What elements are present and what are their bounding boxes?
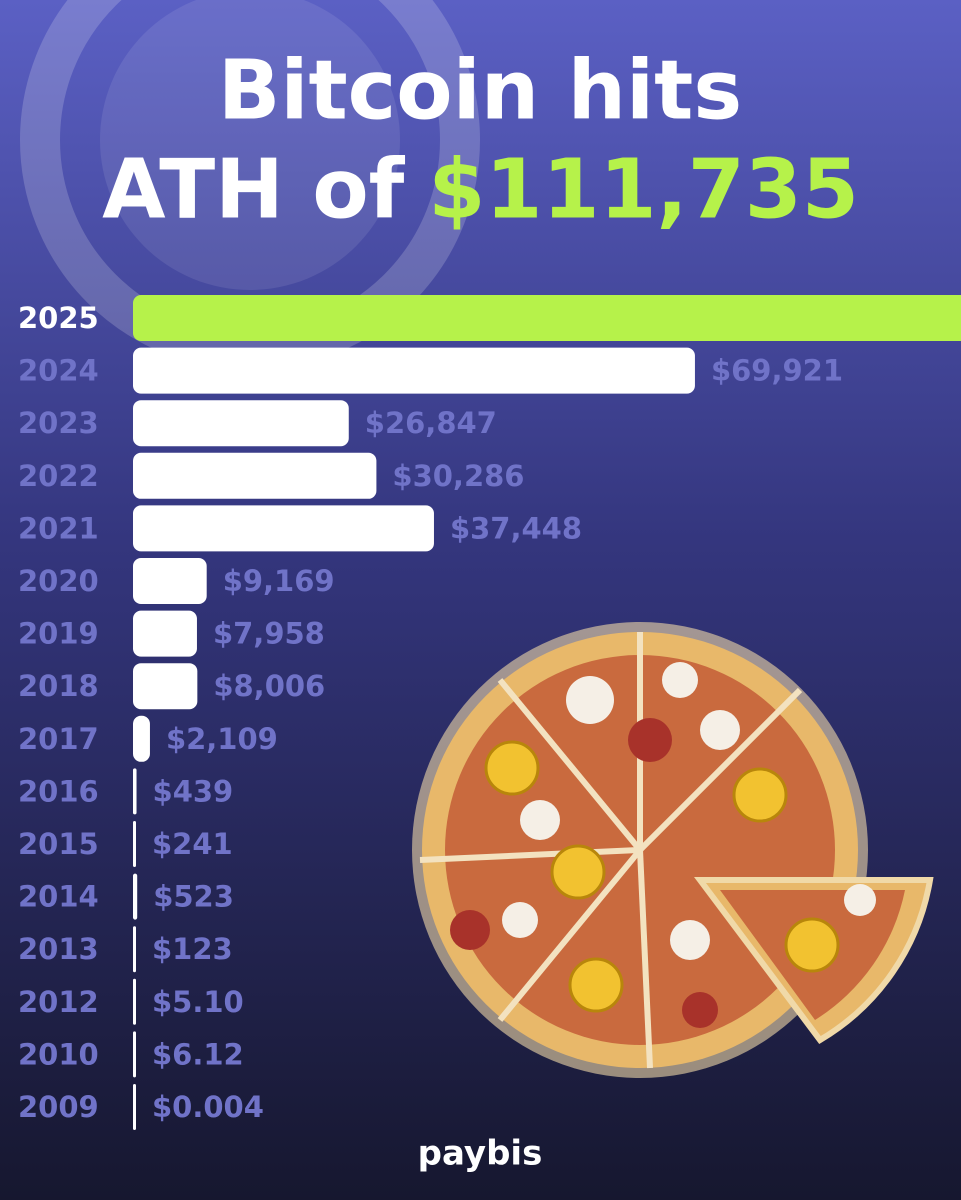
y-tick-label: 2012: [18, 985, 99, 1019]
value-label: $37,448: [450, 511, 582, 545]
y-tick-label: 2023: [18, 406, 99, 440]
y-tick-label: 2018: [18, 669, 99, 703]
y-tick-label: 2025: [18, 301, 99, 335]
value-label: $439: [153, 774, 234, 808]
value-label: $6.12: [152, 1037, 244, 1071]
bar: [133, 821, 136, 867]
bar: [133, 610, 197, 657]
bar: [133, 873, 138, 920]
pizza: [412, 622, 934, 1078]
bar: [133, 768, 137, 815]
y-tick-label: 2017: [18, 722, 99, 756]
brand: paybis: [418, 1134, 543, 1174]
y-tick-label: 2014: [18, 880, 99, 914]
value-label: $5.10: [152, 985, 244, 1019]
value-label: $69,921: [711, 354, 843, 388]
bar: [133, 505, 434, 552]
value-label: $9,169: [223, 564, 335, 598]
y-tick-label: 2020: [18, 564, 99, 598]
bar: [133, 926, 136, 973]
y-tick-label: 2021: [18, 511, 99, 545]
bar: [133, 558, 207, 604]
bar: [133, 295, 961, 341]
value-label: $0.004: [152, 1090, 264, 1124]
value-label: $123: [152, 932, 233, 966]
bar: [133, 452, 377, 499]
title-highlight: $111,735: [428, 142, 859, 237]
y-tick-label: 2009: [18, 1090, 99, 1124]
value-label: $241: [152, 827, 233, 861]
value-label: $2,109: [166, 722, 278, 756]
value-label: $8,006: [213, 669, 325, 703]
y-tick-label: 2024: [18, 354, 99, 388]
bar: [133, 978, 136, 1025]
bar: [133, 663, 198, 710]
bar: [133, 400, 349, 447]
y-tick-label: 2016: [18, 774, 99, 808]
y-tick-label: 2022: [18, 459, 99, 493]
title-line-2: ATH of: [102, 142, 406, 237]
bar: [133, 1031, 136, 1078]
bar: [133, 715, 150, 762]
value-label: $7,958: [213, 617, 325, 651]
y-tick-label: 2013: [18, 932, 99, 966]
bar: [133, 1084, 136, 1130]
y-tick-label: 2015: [18, 827, 99, 861]
bars: [133, 295, 961, 1130]
value-label: $30,286: [392, 459, 524, 493]
value-label: $26,847: [365, 406, 497, 440]
y-tick-label: 2019: [18, 617, 99, 651]
y-tick-label: 2010: [18, 1037, 99, 1071]
value-label: $523: [153, 880, 234, 914]
bar: [133, 347, 695, 394]
title-line-1: Bitcoin hits: [218, 43, 742, 138]
